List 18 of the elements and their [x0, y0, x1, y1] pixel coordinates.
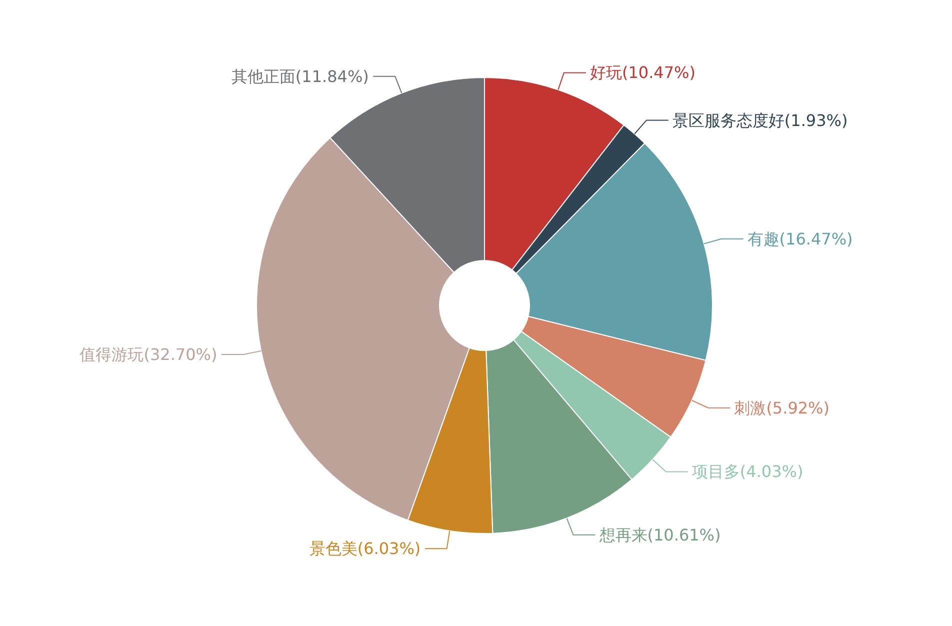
data-label: (4.03%) — [740, 462, 804, 482]
data-label: (10.61%) — [647, 525, 721, 544]
slice-label: 有趣 — [747, 229, 780, 248]
slice-label: 项目多 — [692, 462, 740, 482]
data-label: (16.47%) — [779, 229, 853, 248]
slice-label: 景色美 — [309, 539, 358, 558]
data-label: (10.47%) — [622, 63, 696, 82]
slice-label: 值得游玩 — [80, 344, 144, 364]
data-label: (5.92%) — [766, 398, 830, 418]
data-label: (32.70%) — [144, 344, 218, 364]
slice-label: 其他正面 — [231, 66, 296, 86]
slice-label: 想再来 — [598, 525, 648, 544]
data-label: (11.84%) — [295, 66, 369, 86]
data-label: (1.93%) — [784, 110, 848, 130]
slice-label: 景区服务态度好 — [672, 110, 784, 130]
slice-label: 刺激 — [734, 398, 766, 418]
data-label: (6.03%) — [357, 539, 421, 558]
slice-label: 好玩 — [590, 63, 622, 82]
